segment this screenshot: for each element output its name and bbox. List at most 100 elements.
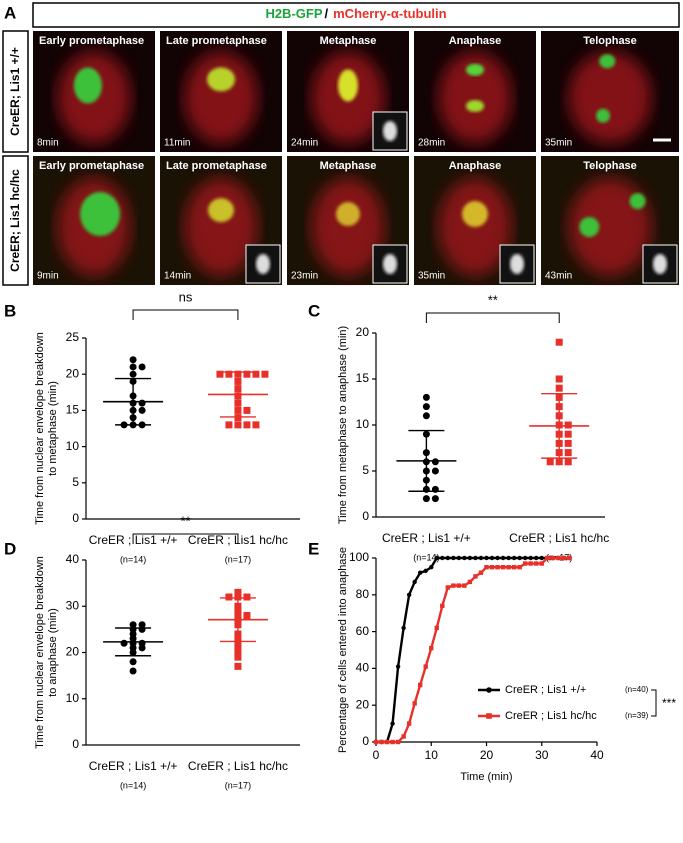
y-axis-label: to metaphase (min): [47, 381, 59, 476]
point: [234, 649, 242, 656]
point: [401, 734, 406, 739]
tubulin-signal: [184, 177, 258, 276]
chromatin: [579, 216, 600, 237]
y-axis-label: Time from nuclear envelope breakdown: [34, 332, 46, 525]
inset-blob: [383, 254, 397, 274]
micrograph: Telophase 43min: [541, 156, 679, 285]
phase-label: Telophase: [583, 35, 637, 47]
point: [129, 658, 137, 666]
point: [234, 639, 242, 647]
inset: [372, 111, 408, 151]
point: [423, 664, 428, 669]
point: [517, 565, 522, 570]
point: [511, 555, 517, 561]
point: [478, 555, 484, 561]
chromatin: [466, 63, 484, 76]
chromatin: [629, 193, 646, 210]
point: [489, 565, 495, 570]
point: [390, 739, 395, 745]
micrograph: Early prometaphase 8min: [33, 31, 155, 152]
point: [500, 565, 506, 570]
significance: **: [488, 292, 498, 307]
panel-label: C: [308, 301, 320, 320]
y-axis-label: Time from nuclear envelope breakdown: [34, 556, 46, 749]
point: [422, 412, 430, 420]
significance: ns: [179, 289, 193, 304]
point: [252, 421, 260, 429]
point: [225, 370, 233, 378]
y-tick-label: 20: [356, 697, 370, 711]
x-tick-label: 10: [425, 748, 439, 762]
point: [522, 561, 528, 566]
panel-label: D: [4, 539, 16, 558]
y-tick-label: 100: [349, 550, 369, 564]
point: [120, 639, 128, 647]
point: [539, 555, 544, 561]
point: [546, 458, 554, 466]
y-tick-label: 20: [356, 325, 370, 339]
point: [429, 645, 434, 651]
header-red: mCherry-α-tubulin: [333, 6, 446, 21]
point: [225, 421, 233, 429]
point: [478, 570, 484, 575]
point: [434, 625, 439, 631]
point: [555, 384, 563, 392]
point: [522, 555, 528, 561]
point: [379, 739, 384, 745]
significance-bracket: [651, 689, 657, 717]
point: [234, 588, 242, 596]
point: [564, 421, 572, 429]
point: [234, 653, 242, 661]
phase-label: Early prometaphase: [39, 160, 144, 172]
point: [534, 561, 539, 566]
point: [462, 583, 467, 588]
y-tick-label: 20: [66, 366, 80, 380]
time-label: 11min: [164, 138, 191, 149]
x-tick-label: CreER ; Lis1 hc/hc: [509, 531, 609, 545]
legend-marker: [486, 687, 492, 693]
row-label: CreER; Lis1 hc/hc: [8, 169, 22, 272]
point: [384, 739, 390, 745]
phase-label: Telophase: [583, 160, 637, 172]
point: [445, 555, 451, 561]
panel-label: E: [308, 539, 319, 558]
category-note: (n=14): [413, 552, 439, 562]
tubulin-signal: [568, 51, 652, 144]
point: [564, 449, 572, 457]
point: [555, 458, 563, 466]
point: [390, 721, 395, 726]
y-tick-label: 25: [66, 330, 80, 344]
significance: **: [180, 513, 190, 528]
panel-label: A: [4, 3, 16, 22]
point: [506, 565, 511, 570]
y-tick-label: 10: [66, 439, 80, 453]
tubulin-signal: [438, 51, 512, 144]
chromatin: [73, 67, 102, 104]
point: [545, 555, 550, 561]
point: [243, 593, 251, 601]
chromatin: [596, 108, 611, 123]
chromatin: [336, 202, 360, 227]
time-label: 35min: [545, 138, 572, 149]
y-tick-label: 0: [72, 511, 79, 525]
point: [234, 414, 242, 422]
header-sep: /: [325, 6, 329, 21]
header-green: H2B-GFP: [265, 6, 322, 21]
y-tick-label: 80: [356, 587, 370, 601]
chromatin: [207, 67, 235, 92]
phase-label: Anaphase: [449, 160, 502, 172]
point: [506, 555, 511, 561]
point: [567, 555, 572, 561]
point: [528, 561, 533, 566]
micrograph: Late prometaphase 11min: [160, 31, 282, 152]
significance: ***: [662, 696, 676, 710]
time-label: 23min: [291, 271, 318, 282]
legend-label: CreER ; Lis1 +/+: [505, 684, 586, 696]
point: [418, 570, 423, 575]
significance-bracket: [132, 309, 239, 320]
category-note: (n=14): [120, 554, 146, 564]
y-tick-label: 0: [362, 509, 369, 523]
y-tick-label: 40: [356, 661, 370, 675]
y-axis-label: to anaphase (min): [47, 608, 59, 697]
point: [418, 682, 423, 688]
